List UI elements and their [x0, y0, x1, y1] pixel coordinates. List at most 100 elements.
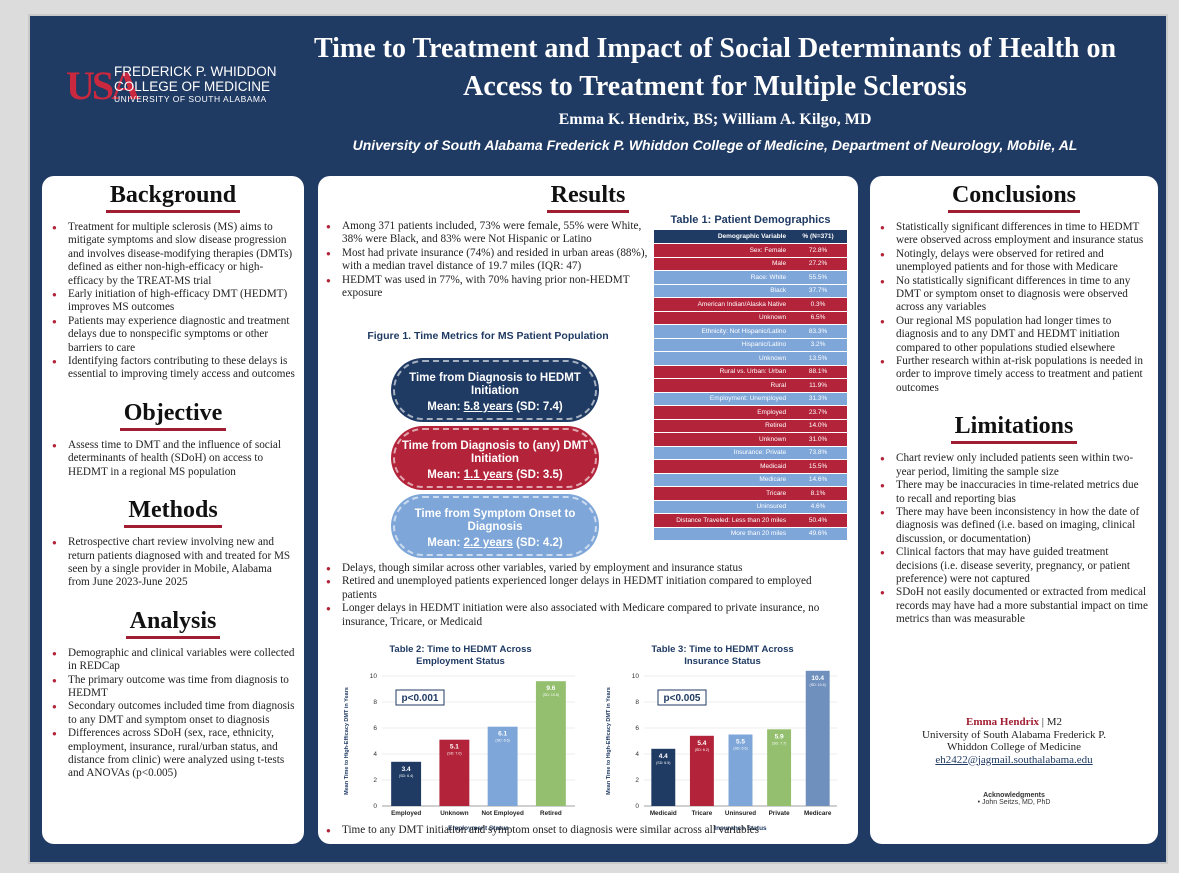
university-logo: USA FREDERICK P. WHIDDON COLLEGE OF MEDI… — [66, 62, 296, 112]
table-cell-label: Sex: Female — [654, 243, 790, 258]
table-row: Medicare 14.6% — [654, 473, 847, 487]
bar — [535, 681, 566, 806]
left-panel: Background Treatment for multiple sclero… — [42, 176, 304, 844]
y-tick-label: 0 — [373, 803, 377, 810]
list-item: Treatment for multiple sclerosis (MS) ai… — [50, 221, 296, 288]
results-heading: Results — [318, 182, 858, 213]
table-cell-label: Retired — [654, 419, 790, 433]
results-panel: Results Among 371 patients included, 73%… — [318, 176, 858, 844]
analysis-list: Demographic and clinical variables were … — [50, 647, 296, 781]
table-row: Insurance: Private 73.8% — [654, 446, 847, 460]
bar-value-label: 6.1 — [498, 731, 507, 738]
table-cell-label: Uninsured — [654, 500, 790, 514]
table-cell-value: 83.3% — [789, 324, 847, 339]
table-row: Employment: Unemployed 31.3% — [654, 392, 847, 406]
list-item: Early initiation of high-efficacy DMT (H… — [50, 288, 296, 315]
table-cell-label: Rural vs. Urban: Urban — [654, 365, 790, 379]
metric-label: Time from Diagnosis to (any) DMT Initiat… — [401, 440, 589, 465]
table-cell-value: 31.0% — [789, 432, 847, 447]
bar-sd-label: (SD: 10.4) — [810, 683, 826, 687]
employment-chart: Table 2: Time to HEDMT Across Employment … — [338, 644, 583, 834]
table-row: Race: White 55.5% — [654, 270, 847, 285]
table-header-cell: Demographic Variable — [654, 230, 790, 244]
x-tick-label: Medicaid — [650, 810, 677, 817]
bar-value-label: 5.5 — [736, 739, 745, 746]
table-row: Unknown 31.0% — [654, 432, 847, 447]
table-cell-value: 72.8% — [789, 243, 847, 258]
poster-title: Time to Treatment and Impact of Social D… — [313, 33, 1117, 102]
table-cell-label: Hispanic/Latino — [654, 338, 790, 352]
results-bottom-list: Time to any DMT initiation and symptom o… — [324, 824, 844, 838]
table-row: Distance Traveled: Less than 20 miles 50.… — [654, 513, 847, 528]
insurance-bar-chart: Mean Time to High-Efficacy DMT in Years 0… — [606, 670, 837, 832]
list-item: Assess time to DMT and the influence of … — [50, 439, 296, 479]
table-row: Rural vs. Urban: Urban 88.1% — [654, 365, 847, 379]
logo-line-3: UNIVERSITY OF SOUTH ALABAMA — [114, 94, 267, 104]
contact-email-link[interactable]: eh2422@jagmail.southalabama.edu — [935, 753, 1093, 766]
bar-sd-label: (SD: 6.6) — [495, 739, 509, 743]
analysis-heading: Analysis — [42, 608, 304, 639]
table-cell-label: Distance Traveled: Less than 20 miles — [654, 513, 790, 528]
table-row: Unknown 13.5% — [654, 351, 847, 366]
table-cell-label: Medicaid — [654, 459, 790, 474]
list-item: Patients may experience diagnostic and t… — [50, 315, 296, 355]
list-item: No statistically significant differences… — [878, 275, 1150, 315]
bar-sd-label: (SD: 7.7) — [772, 741, 786, 745]
table-cell-value: 13.5% — [789, 351, 847, 366]
table-row: Retired 14.0% — [654, 419, 847, 433]
metric-pill-diagnosis-to-hedmt: Time from Diagnosis to HEDMT Initiation … — [393, 360, 597, 420]
list-item: Our regional MS population had longer ti… — [878, 315, 1150, 355]
list-item: Identifying factors contributing to thes… — [50, 355, 296, 382]
table-cell-label: Insurance: Private — [654, 446, 790, 460]
list-item: Among 371 patients included, 73% were fe… — [324, 220, 654, 247]
metric-mean: Mean: 2.2 years (SD: 4.2) — [427, 537, 563, 549]
demographics-table-title: Table 1: Patient Demographics — [670, 214, 831, 226]
table-cell-label: Tricare — [654, 486, 790, 501]
bar-value-label: 4.4 — [659, 753, 668, 760]
logo-mark: USA — [66, 63, 140, 108]
x-tick-label: Tricare — [692, 810, 713, 817]
methods-list: Retrospective chart review involving new… — [50, 536, 296, 590]
x-tick-label: Medicare — [804, 810, 832, 817]
insurance-chart: Table 3: Time to HEDMT Across Insurance S… — [600, 644, 845, 834]
bar-sd-label: (SD: 7.0) — [447, 752, 461, 756]
y-tick-label: 6 — [635, 725, 639, 732]
poster-affiliation: University of South Alabama Frederick P.… — [352, 137, 1078, 153]
bar — [767, 729, 792, 806]
table-cell-label: American Indian/Alaska Native — [654, 297, 790, 312]
bar — [689, 735, 714, 806]
objective-list: Assess time to DMT and the influence of … — [50, 439, 296, 479]
list-item: The primary outcome was time from diagno… — [50, 674, 296, 701]
table-cell-value: 73.8% — [789, 446, 847, 460]
metric-pill-diagnosis-to-dmt: Time from Diagnosis to (any) DMT Initiat… — [393, 428, 597, 488]
table-cell-label: Unknown — [654, 432, 790, 447]
bar — [651, 748, 676, 806]
table-cell-value: 4.6% — [789, 500, 847, 514]
p-value-box — [657, 689, 707, 706]
logo-line-1: FREDERICK P. WHIDDON — [114, 64, 277, 79]
table-cell-label: Race: White — [654, 270, 790, 285]
list-item: HEDMT was used in 77%, with 70% having p… — [324, 274, 654, 301]
bar-sd-label: (SD: 6.2) — [695, 748, 709, 752]
bar-sd-label: (SD: 6.4) — [399, 774, 413, 778]
employment-bar-chart: Mean Time to High-Efficacy DMT in Years 0… — [344, 673, 575, 832]
y-tick-label: 6 — [373, 725, 377, 732]
figure-1-title: Figure 1. Time Metrics for MS Patient Po… — [367, 330, 609, 342]
list-item: There may be inaccuracies in time-relate… — [878, 479, 1150, 506]
poster: USA FREDERICK P. WHIDDON COLLEGE OF MEDI… — [28, 14, 1168, 864]
metric-mean: Mean: 1.1 years (SD: 3.5) — [427, 469, 563, 481]
metric-mean: Mean: 5.8 years (SD: 7.4) — [427, 401, 563, 413]
objective-heading: Objective — [42, 400, 304, 431]
table-row: Rural 11.9% — [654, 378, 847, 393]
y-tick-label: 10 — [632, 673, 640, 680]
bar-value-label: 10.4 — [811, 675, 824, 682]
table-row: Tricare 8.1% — [654, 486, 847, 501]
contact-name: Emma Hendrix — [965, 716, 1040, 728]
bar — [728, 734, 753, 806]
table-cell-value: 11.9% — [789, 378, 847, 393]
x-tick-label: Private — [769, 810, 791, 817]
table-cell-value: 88.1% — [789, 365, 847, 379]
bar-sd-label: (SD: 6.6) — [733, 747, 747, 751]
list-item: Differences across SDoH (sex, race, ethn… — [50, 727, 296, 781]
bar-value-label: 9.6 — [546, 685, 555, 692]
